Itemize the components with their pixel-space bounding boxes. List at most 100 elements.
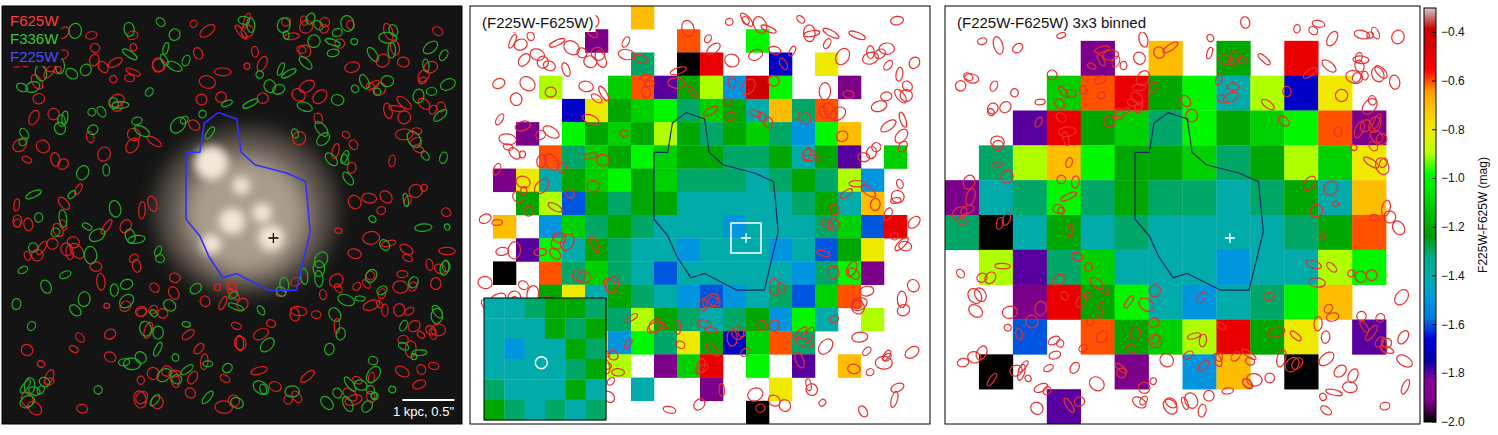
contour bbox=[74, 163, 91, 181]
contour bbox=[203, 361, 213, 367]
cell bbox=[792, 215, 815, 239]
contour bbox=[402, 193, 409, 207]
contour bbox=[1321, 331, 1330, 344]
cell bbox=[815, 99, 838, 123]
contour bbox=[66, 235, 81, 250]
contour bbox=[695, 363, 709, 375]
contour bbox=[521, 187, 527, 195]
cell bbox=[562, 122, 585, 146]
contour bbox=[110, 284, 118, 297]
cell bbox=[525, 298, 546, 319]
contour bbox=[680, 19, 696, 38]
contour bbox=[411, 353, 418, 360]
cell bbox=[631, 215, 654, 239]
cell bbox=[1250, 320, 1284, 355]
contour bbox=[587, 180, 600, 192]
contour bbox=[755, 403, 765, 413]
cell bbox=[677, 29, 700, 53]
contour bbox=[412, 350, 427, 356]
contour bbox=[907, 55, 922, 71]
contour bbox=[276, 17, 291, 34]
contour bbox=[795, 14, 806, 25]
contour bbox=[1096, 53, 1107, 67]
scale-bar-line bbox=[402, 399, 454, 401]
contour bbox=[898, 240, 912, 252]
contour bbox=[1146, 332, 1165, 351]
contour bbox=[1373, 156, 1391, 177]
contour bbox=[162, 42, 170, 55]
contour bbox=[199, 295, 212, 309]
cell bbox=[945, 215, 979, 250]
contour bbox=[297, 54, 314, 71]
cell bbox=[677, 285, 700, 309]
contour bbox=[1367, 95, 1377, 106]
contour bbox=[700, 291, 721, 310]
contour bbox=[1015, 328, 1024, 341]
contour bbox=[1094, 329, 1111, 345]
contour bbox=[1275, 348, 1288, 367]
contour bbox=[1087, 62, 1097, 71]
contour bbox=[1263, 292, 1275, 301]
contour bbox=[1367, 140, 1379, 153]
contour bbox=[397, 341, 410, 352]
cell bbox=[1149, 285, 1183, 320]
contour bbox=[654, 320, 668, 331]
contour bbox=[355, 296, 365, 302]
contour bbox=[182, 321, 191, 328]
cell bbox=[562, 261, 585, 285]
contour bbox=[134, 305, 148, 318]
contour bbox=[512, 37, 528, 52]
cell bbox=[979, 354, 1013, 389]
cell bbox=[723, 192, 746, 216]
cell bbox=[539, 215, 562, 239]
contour bbox=[344, 60, 361, 74]
cell bbox=[769, 192, 792, 216]
contour bbox=[741, 15, 751, 26]
contour bbox=[168, 272, 181, 284]
contour bbox=[1035, 99, 1046, 105]
contour bbox=[1344, 68, 1364, 85]
contour bbox=[865, 367, 875, 377]
label: (F225W-F625W) bbox=[482, 14, 593, 31]
contour bbox=[857, 152, 870, 162]
contour bbox=[183, 386, 197, 400]
contour bbox=[254, 69, 264, 79]
contour bbox=[1308, 202, 1325, 219]
cell bbox=[769, 99, 792, 123]
contour bbox=[1048, 350, 1062, 361]
contour bbox=[431, 25, 445, 38]
cell bbox=[1318, 285, 1352, 320]
contour bbox=[495, 247, 509, 257]
contour bbox=[155, 366, 174, 384]
cell bbox=[723, 215, 746, 239]
contour bbox=[27, 241, 39, 253]
contour bbox=[725, 18, 734, 26]
contour bbox=[1227, 56, 1239, 67]
colorbar-tick bbox=[1432, 324, 1436, 325]
contour bbox=[336, 292, 356, 308]
contour bbox=[324, 343, 335, 356]
contour bbox=[663, 405, 677, 415]
contour bbox=[545, 87, 557, 98]
contour bbox=[1276, 114, 1291, 128]
contour bbox=[368, 356, 379, 366]
contour bbox=[93, 385, 104, 396]
cell bbox=[1250, 215, 1284, 250]
contour bbox=[85, 31, 98, 41]
contour bbox=[149, 308, 158, 317]
cell bbox=[1352, 111, 1386, 146]
contour bbox=[575, 46, 589, 60]
contour bbox=[1355, 310, 1368, 323]
cell bbox=[565, 339, 586, 360]
contour bbox=[416, 68, 432, 84]
contour bbox=[319, 289, 327, 300]
contour bbox=[1359, 96, 1380, 117]
contour bbox=[1088, 275, 1105, 291]
contour bbox=[161, 297, 178, 313]
contour bbox=[882, 59, 894, 72]
contour bbox=[1320, 58, 1338, 75]
cell bbox=[1216, 41, 1250, 76]
contour bbox=[348, 138, 360, 151]
cell bbox=[769, 76, 792, 100]
contour bbox=[491, 76, 506, 90]
